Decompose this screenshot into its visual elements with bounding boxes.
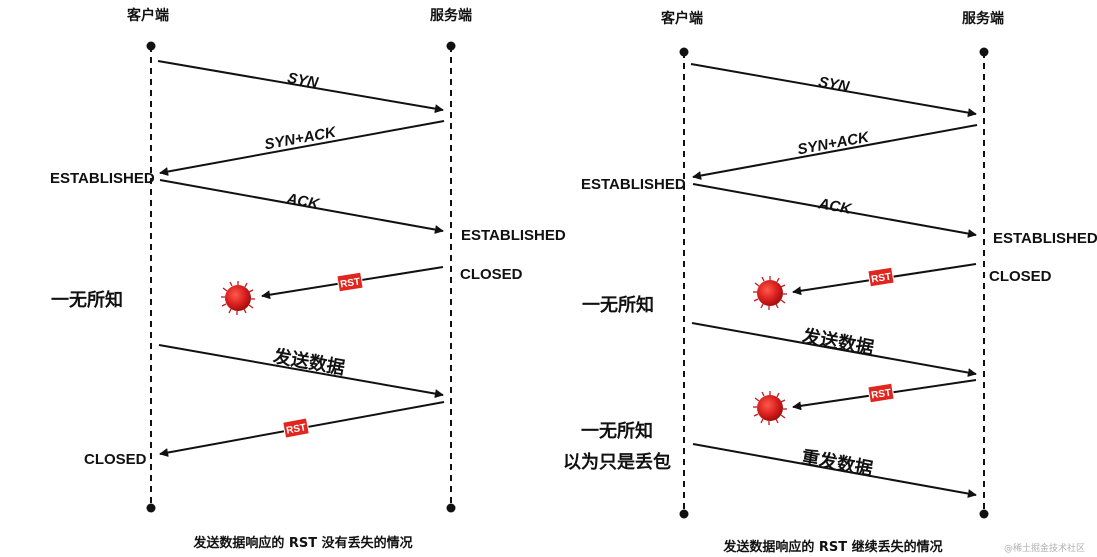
right-rst-badge-2: RST <box>867 382 895 404</box>
right-rst-badge-1: RST <box>867 266 895 288</box>
left-rst-badge-2: RST <box>282 417 310 439</box>
right-lost-packet-icon-1 <box>752 275 788 311</box>
left-server-closed: CLOSED <box>460 266 523 283</box>
right-ack-arrow <box>692 183 977 238</box>
right-server-established: ESTABLISHED <box>993 230 1097 247</box>
right-caption: 发送数据响应的 RST 继续丢失的情况 <box>722 539 942 555</box>
left-rst-label-2: RST <box>285 422 307 436</box>
left-client-label: 客户端 <box>126 7 169 24</box>
left-ack-label: ACK <box>284 190 321 213</box>
right-diagram: 客户端 服务端 SYN SYN+ACK ESTABLISHED ACK ESTA… <box>563 10 1097 555</box>
left-send-data-label: 发送数据 <box>271 345 347 379</box>
right-server-label: 服务端 <box>962 10 1004 27</box>
left-server-bottom-dot <box>446 503 456 513</box>
watermark: @稀土掘金技术社区 <box>1004 542 1085 554</box>
left-client-bottom-dot <box>146 503 156 513</box>
left-syn-label: SYN <box>286 70 320 92</box>
right-resend-data-label: 重发数据 <box>800 446 875 480</box>
left-syn-arrow <box>157 60 444 114</box>
left-ack-arrow <box>159 179 444 234</box>
right-client-established: ESTABLISHED <box>581 176 686 193</box>
left-synack-arrow <box>159 120 445 176</box>
left-diagram: 客户端 服务端 SYN SYN+ACK ESTABLISHED ACK ESTA… <box>50 7 566 551</box>
right-synack-label: SYN+ACK <box>796 128 871 158</box>
right-syn-arrow <box>690 63 977 118</box>
left-server-established: ESTABLISHED <box>461 227 566 244</box>
left-client-closed: CLOSED <box>84 451 147 468</box>
left-lost-packet-icon <box>220 280 256 316</box>
right-rst-label-1: RST <box>870 271 891 285</box>
left-rst-label-1: RST <box>339 276 360 290</box>
right-unaware-label: 一无所知 <box>582 294 654 316</box>
right-rst-label-2: RST <box>870 387 891 401</box>
right-unaware2-line2: 以为只是丢包 <box>563 451 671 473</box>
right-send-data-arrow <box>691 322 977 377</box>
left-rst-badge-1: RST <box>336 271 364 293</box>
left-client-established: ESTABLISHED <box>50 170 155 187</box>
right-resend-data-arrow <box>692 443 977 498</box>
right-syn-label: SYN <box>817 74 851 96</box>
right-client-label: 客户端 <box>660 10 703 27</box>
left-send-data-arrow <box>158 344 444 399</box>
left-synack-label: SYN+ACK <box>263 123 338 153</box>
right-unaware2-line1: 一无所知 <box>581 420 653 442</box>
right-server-closed: CLOSED <box>989 268 1052 285</box>
left-caption: 发送数据响应的 RST 没有丢失的情况 <box>192 535 412 551</box>
right-client-bottom-dot <box>679 509 689 519</box>
right-send-data-label: 发送数据 <box>800 325 876 360</box>
right-synack-arrow <box>692 124 978 180</box>
right-ack-label: ACK <box>816 195 853 218</box>
right-lost-packet-icon-2 <box>752 390 788 426</box>
right-server-bottom-dot <box>979 509 989 519</box>
left-server-label: 服务端 <box>430 7 472 24</box>
left-unaware-label: 一无所知 <box>51 289 123 311</box>
